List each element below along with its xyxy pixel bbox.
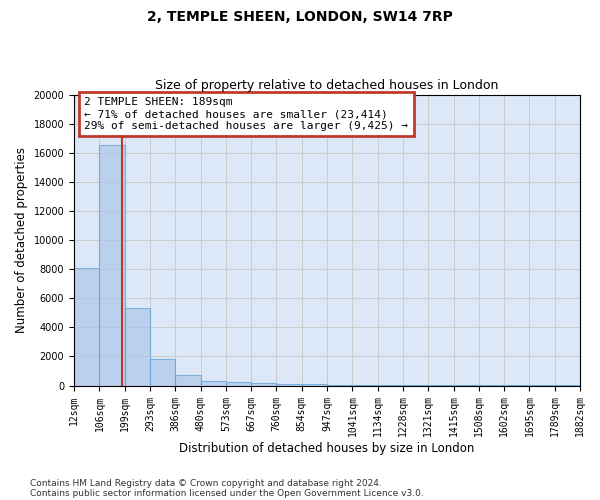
Bar [175, 376, 200, 386]
Bar [200, 380, 226, 386]
Text: Contains HM Land Registry data © Crown copyright and database right 2024.: Contains HM Land Registry data © Crown c… [30, 478, 382, 488]
Bar [377, 385, 403, 386]
Bar [226, 382, 251, 386]
Bar [327, 384, 352, 386]
Y-axis label: Number of detached properties: Number of detached properties [15, 147, 28, 333]
Bar [302, 384, 327, 386]
Title: Size of property relative to detached houses in London: Size of property relative to detached ho… [155, 79, 499, 92]
Bar [428, 385, 454, 386]
Text: Contains public sector information licensed under the Open Government Licence v3: Contains public sector information licen… [30, 488, 424, 498]
Bar [251, 384, 277, 386]
Bar [352, 384, 377, 386]
Text: 2 TEMPLE SHEEN: 189sqm
← 71% of detached houses are smaller (23,414)
29% of semi: 2 TEMPLE SHEEN: 189sqm ← 71% of detached… [84, 98, 408, 130]
Bar [403, 385, 428, 386]
Bar [74, 268, 100, 386]
X-axis label: Distribution of detached houses by size in London: Distribution of detached houses by size … [179, 442, 475, 455]
Bar [277, 384, 302, 386]
Bar [150, 360, 175, 386]
Bar [100, 146, 125, 386]
Bar [125, 308, 150, 386]
Text: 2, TEMPLE SHEEN, LONDON, SW14 7RP: 2, TEMPLE SHEEN, LONDON, SW14 7RP [147, 10, 453, 24]
